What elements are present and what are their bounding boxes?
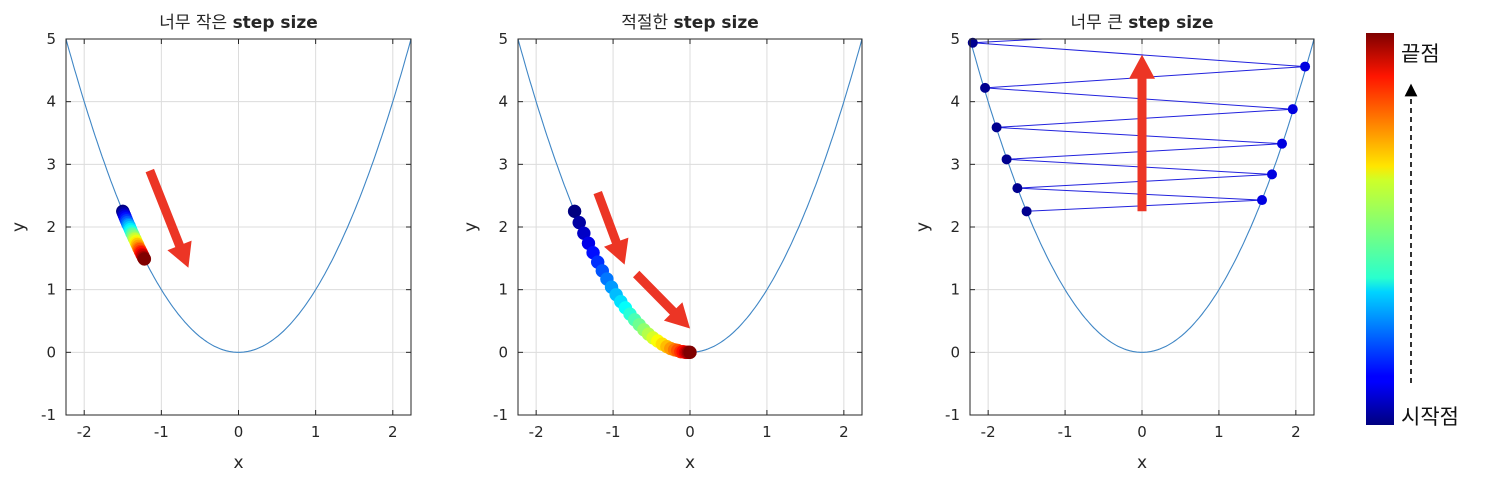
step-point — [1277, 138, 1287, 149]
direction-arrow — [1129, 54, 1155, 212]
x-tick-label: 2 — [388, 423, 398, 441]
subplot-small-step: -2 -1 0 1 2 -1 0 1 2 3 4 5 x y 너무 작은 step size — [9, 13, 412, 473]
colorbar-top-label: 끝점 — [1401, 42, 1440, 66]
y-tick-label: 4 — [46, 93, 56, 111]
x-tick-label: 2 — [1291, 423, 1301, 441]
title-prefix: 너무 작은 — [159, 13, 232, 33]
step-point — [1287, 104, 1298, 115]
x-tick-label: -2 — [77, 423, 92, 441]
x-tick-label: 0 — [1137, 423, 1147, 441]
y-tick-label: 3 — [498, 155, 508, 173]
title-prefix: 적절한 — [621, 13, 673, 33]
x-axis-label: x — [685, 453, 695, 473]
x-tick-label: -1 — [606, 423, 621, 441]
direction-arrow — [145, 168, 192, 268]
step-point — [1021, 206, 1032, 217]
colorbar: 끝점 시작점 — [1366, 33, 1459, 429]
x-tick-label: -2 — [981, 423, 996, 441]
step-point — [1257, 195, 1267, 206]
y-tick-label: 0 — [950, 343, 960, 361]
y-tick-label: 2 — [950, 218, 960, 236]
y-tick-label: 2 — [46, 218, 56, 236]
x-axis-label: x — [1137, 453, 1147, 473]
direction-arrow — [633, 270, 690, 329]
x-axis-label: x — [233, 453, 243, 473]
subplot-proper-step: -2 -1 0 1 2 -1 0 1 2 3 4 5 x y 적절한 step size — [461, 13, 863, 473]
x-tick-label: 2 — [839, 423, 849, 441]
colorbar-bottom-label: 시작점 — [1401, 405, 1459, 429]
subplot-title: 적절한 step size — [621, 13, 759, 33]
step-point — [683, 345, 697, 360]
y-tick-label: 2 — [498, 218, 508, 236]
step-point — [1267, 169, 1277, 180]
x-tick-label: 1 — [311, 423, 321, 441]
title-bold: step size — [674, 13, 759, 33]
x-tick-label: 1 — [762, 423, 772, 441]
x-tick-label: -1 — [154, 423, 169, 441]
subplot-title: 너무 큰 step size — [1071, 13, 1214, 33]
y-tick-label: -1 — [945, 406, 960, 424]
y-tick-label: 1 — [950, 281, 960, 299]
colorbar-gradient — [1366, 33, 1394, 425]
title-prefix: 너무 큰 — [1071, 13, 1129, 33]
step-point — [1012, 183, 1023, 194]
y-tick-label: 5 — [950, 30, 960, 48]
x-tick-label: 1 — [1214, 423, 1224, 441]
y-tick-label: 5 — [46, 30, 56, 48]
y-tick-label: 4 — [950, 93, 960, 111]
x-tick-label: 0 — [685, 423, 695, 441]
step-point — [991, 122, 1002, 133]
y-tick-label: 5 — [498, 30, 508, 48]
step-point — [980, 82, 991, 93]
x-tick-label: -1 — [1058, 423, 1073, 441]
y-tick-label: 3 — [46, 155, 56, 173]
step-point — [1300, 61, 1311, 72]
y-tick-label: -1 — [41, 406, 56, 424]
direction-arrow — [593, 191, 629, 265]
y-tick-label: 0 — [498, 343, 508, 361]
x-tick-label: -2 — [529, 423, 544, 441]
y-tick-label: 3 — [950, 155, 960, 173]
y-axis-label: y — [9, 222, 29, 232]
title-bold: step size — [1128, 13, 1213, 33]
y-tick-label: -1 — [493, 406, 508, 424]
y-tick-label: 4 — [498, 93, 508, 111]
y-axis-label: y — [913, 222, 933, 232]
y-tick-label: 1 — [498, 281, 508, 299]
title-bold: step size — [233, 13, 318, 33]
step-point — [137, 252, 152, 266]
subplot-large-step: -2 -1 0 1 2 -1 0 1 2 3 4 5 x y 너무 큰 step size — [913, 13, 1315, 473]
step-point — [1001, 154, 1012, 165]
subplot-title: 너무 작은 step size — [159, 13, 318, 33]
y-axis-label: y — [461, 222, 481, 232]
x-tick-label: 0 — [234, 423, 244, 441]
y-tick-label: 1 — [46, 281, 56, 299]
y-tick-label: 0 — [46, 343, 56, 361]
